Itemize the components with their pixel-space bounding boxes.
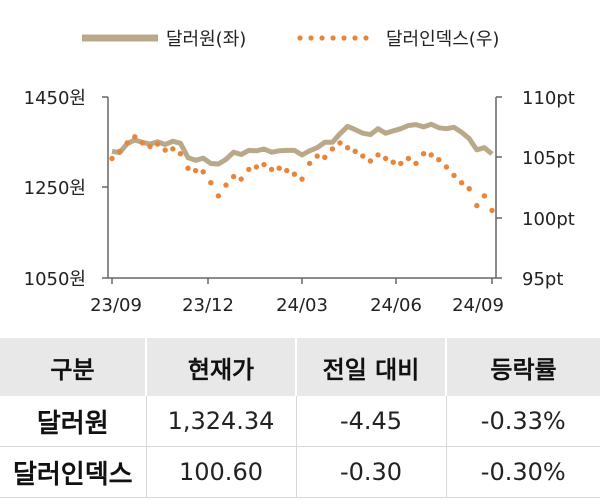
dxy-point: [398, 160, 404, 167]
header-change-rate: 등락률: [446, 338, 600, 396]
dxy-point: [299, 176, 305, 182]
right-tick-label: 105pt: [522, 148, 575, 169]
dxy-point: [337, 140, 343, 146]
dxy-point: [329, 146, 336, 152]
dxy-point: [481, 193, 488, 199]
table-row: 달러원 1,324.34 -4.45 -0.33%: [0, 396, 600, 447]
legend-dot: [363, 35, 369, 41]
header-current-price: 현재가: [146, 338, 297, 396]
dxy-point: [367, 158, 374, 164]
legend-dot: [308, 35, 314, 41]
chart-legend: 달러원(좌) 달러인덱스(우): [82, 29, 499, 50]
dxy-point: [322, 154, 328, 160]
x-tick-label: 24/03: [276, 295, 328, 316]
dxy-point: [375, 152, 381, 158]
header-category: 구분: [0, 338, 147, 396]
dxy-point: [253, 164, 260, 170]
daily-change-value: -4.45: [296, 396, 447, 447]
dxy-point: [413, 160, 419, 167]
right-tick-label: 100pt: [522, 209, 575, 230]
dxy-point: [284, 167, 290, 174]
dxy-point: [238, 176, 244, 182]
dxy-point: [458, 180, 465, 186]
chart-svg: 달러원(좌) 달러인덱스(우) 1450원 1250원 1050원 110pt …: [24, 29, 575, 316]
dxy-point: [147, 143, 153, 150]
dxy-point: [215, 193, 222, 199]
dxy-point: [116, 148, 123, 154]
current-price-value: 1,324.34: [146, 396, 297, 447]
dxy-point: [246, 166, 252, 173]
x-tick-label: 24/09: [452, 295, 504, 316]
dxy-point: [192, 167, 199, 174]
dxy-point: [306, 160, 313, 167]
series-dxy: [109, 134, 495, 214]
legend-dot: [319, 35, 325, 41]
row-name: 달러원: [0, 396, 147, 447]
dxy-point: [139, 140, 146, 146]
exchange-rate-chart: 달러원(좌) 달러인덱스(우) 1450원 1250원 1050원 110pt …: [24, 29, 575, 316]
dxy-point: [276, 165, 282, 171]
dxy-point: [420, 151, 427, 157]
dxy-point: [261, 161, 267, 168]
table-header-row: 구분 현재가 전일 대비 등락률: [0, 338, 600, 396]
x-tick-label: 23/12: [182, 295, 234, 316]
dxy-point: [474, 202, 480, 209]
current-price-value: 100.60: [146, 446, 297, 498]
legend-dot: [330, 35, 336, 41]
x-axis-ticks: 23/09 23/12 24/03 24/06 24/09: [90, 278, 504, 316]
legend-label-dxy: 달러인덱스(우): [386, 29, 499, 50]
left-tick-label: 1050원: [24, 269, 86, 290]
dxy-point: [109, 155, 115, 162]
right-tick-label: 110pt: [522, 88, 575, 109]
right-axis-ticks: 110pt 105pt 100pt 95pt: [496, 88, 575, 290]
dxy-point: [223, 182, 229, 188]
left-axis-ticks: 1450원 1250원 1050원: [24, 88, 108, 290]
dxy-point: [291, 171, 298, 177]
daily-change-value: -0.30: [296, 446, 447, 498]
left-tick-label: 1250원: [24, 178, 86, 199]
change-rate-value: -0.30%: [446, 446, 600, 498]
dxy-point: [185, 165, 191, 171]
krw-line: [111, 121, 494, 167]
dxy-point: [314, 153, 320, 159]
table-row: 달러인덱스 100.60 -0.30 -0.30%: [0, 446, 600, 498]
header-daily-change: 전일 대비: [296, 338, 447, 396]
legend-dot: [341, 35, 347, 41]
dxy-point: [200, 169, 206, 175]
dxy-point: [124, 140, 130, 146]
dxy-point: [405, 155, 412, 162]
dxy-point: [451, 172, 457, 179]
dxy-point: [344, 145, 351, 151]
dxy-point: [132, 134, 138, 140]
legend-dot: [297, 35, 303, 41]
dxy-point: [428, 152, 434, 158]
x-tick-label: 24/06: [370, 295, 422, 316]
x-tick-label: 23/09: [90, 295, 142, 316]
dxy-point: [390, 159, 396, 165]
dxy-point: [208, 180, 214, 186]
plot-frame: [107, 97, 497, 279]
dxy-point: [230, 173, 237, 180]
dxy-point: [466, 186, 472, 192]
quote-table: 구분 현재가 전일 대비 등락률 달러원 1,324.34 -4.45 -0.3…: [0, 338, 600, 498]
dxy-point: [170, 146, 176, 152]
dxy-point: [443, 164, 450, 170]
dxy-point: [360, 153, 366, 159]
dxy-point: [489, 207, 495, 214]
legend-dot: [352, 35, 358, 41]
dxy-point: [352, 148, 358, 154]
dxy-point: [382, 155, 389, 162]
dxy-point: [154, 141, 161, 147]
dxy-point: [268, 166, 275, 173]
row-name: 달러인덱스: [0, 446, 147, 498]
dxy-point: [436, 157, 442, 163]
legend-label-krw: 달러원(좌): [166, 29, 246, 50]
change-rate-value: -0.33%: [446, 396, 600, 447]
legend-swatch-dxy: [297, 35, 369, 41]
series-krw: [111, 121, 494, 167]
dxy-point: [162, 147, 168, 153]
left-tick-label: 1450원: [24, 88, 86, 109]
dxy-point: [177, 151, 184, 157]
right-tick-label: 95pt: [522, 269, 563, 290]
